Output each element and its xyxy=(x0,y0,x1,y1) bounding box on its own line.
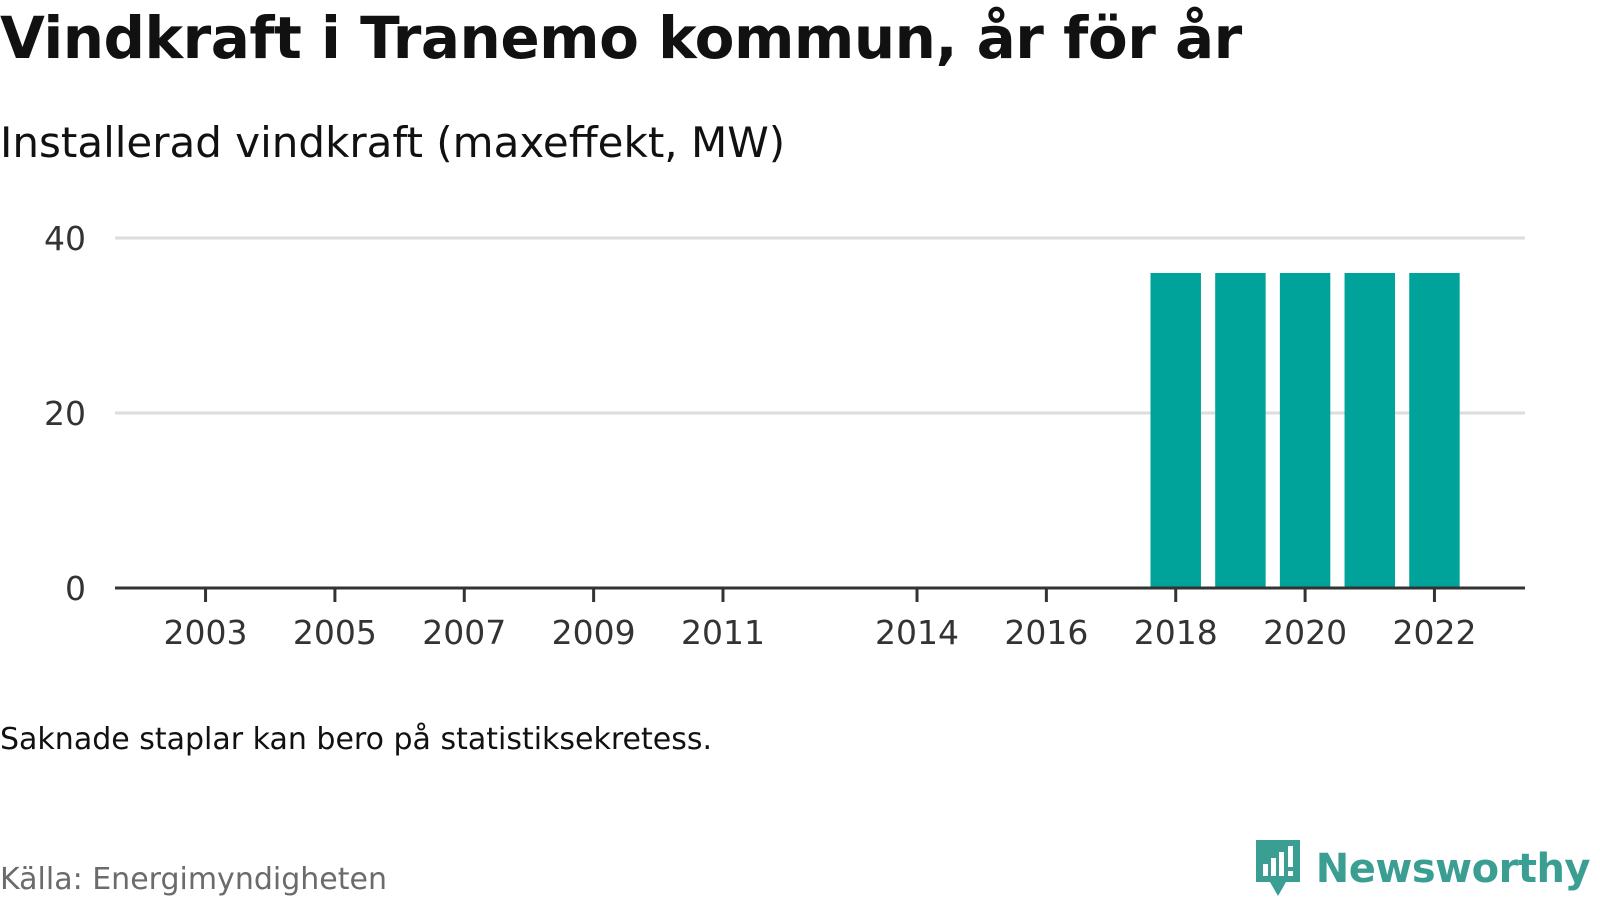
x-tick-label: 2003 xyxy=(164,613,248,652)
bar xyxy=(1215,273,1266,588)
bar xyxy=(1344,273,1395,588)
brand-name: Newsworthy xyxy=(1315,846,1591,892)
x-tick-label: 2018 xyxy=(1134,613,1218,652)
bar xyxy=(1279,273,1331,588)
y-tick-label: 0 xyxy=(65,569,86,608)
x-axis: 2003 2005 2007 2009 2011 2014 2016 2018 2020 2022 xyxy=(115,586,1525,652)
x-tick-label: 2014 xyxy=(875,613,959,652)
y-tick-label: 20 xyxy=(44,394,86,433)
y-tick-label: 40 xyxy=(44,219,86,258)
chart-title: Vindkraft i Tranemo kommun, år för år xyxy=(0,4,1242,72)
source-label: Källa: Energimyndigheten xyxy=(0,862,387,897)
chart-subtitle: Installerad vindkraft (maxeffekt, MW) xyxy=(0,118,786,167)
y-axis-ticks: 0 20 40 xyxy=(44,219,86,608)
x-tick-label: 2016 xyxy=(1004,613,1088,652)
bar xyxy=(1409,273,1460,588)
x-tick-label: 2022 xyxy=(1392,613,1476,652)
bar xyxy=(1150,273,1201,588)
footnote: Saknade staplar kan bero på statistiksek… xyxy=(0,722,713,757)
newsworthy-logo-icon xyxy=(1255,840,1300,896)
x-tick-label: 2011 xyxy=(681,613,765,652)
bars xyxy=(1150,273,1460,588)
x-tick-label: 2009 xyxy=(552,613,636,652)
x-tick-label: 2020 xyxy=(1263,613,1347,652)
x-tick-label: 2007 xyxy=(422,613,506,652)
x-tick-label: 2005 xyxy=(293,613,377,652)
brand-logo: Newsworthy xyxy=(1252,838,1591,900)
